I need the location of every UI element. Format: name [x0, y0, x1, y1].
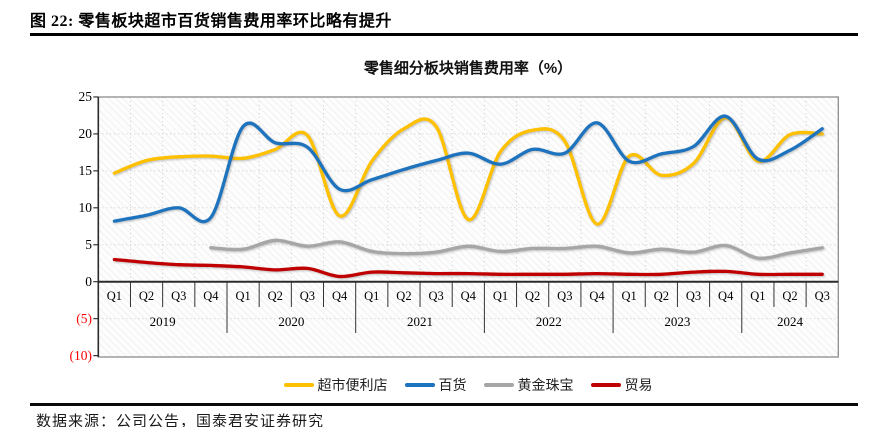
figure-title: 图 22: 零售板块超市百货销售费用率环比略有提升: [30, 13, 392, 30]
legend-line-swatch: [404, 383, 435, 387]
x-axis-quarter-label: Q3: [685, 289, 702, 303]
x-axis-quarter-label: Q1: [750, 289, 766, 303]
series-line-3: [112, 257, 824, 279]
y-axis-label: (10): [69, 348, 93, 364]
x-axis-year-label: 2021: [407, 314, 434, 329]
x-axis-quarter-label: Q1: [621, 289, 637, 303]
y-axis-label: 10: [78, 200, 93, 216]
y-axis-label: 0: [85, 274, 92, 290]
x-axis-quarter-label: Q1: [235, 289, 251, 303]
chart-legend: 超市便利店 百货 黄金珠宝 贸易: [98, 375, 838, 395]
x-axis-quarter-label: Q3: [557, 289, 573, 303]
x-axis-year-label: 2019: [149, 314, 176, 329]
plot-border: [97, 96, 839, 358]
series-line-1: [112, 114, 824, 224]
y-axis-label: 20: [78, 126, 93, 142]
legend-line-swatch: [483, 383, 514, 387]
series-line-2: [209, 238, 824, 260]
x-axis-quarter-label: Q4: [203, 289, 219, 303]
legend-item-2: 黄金珠宝: [483, 375, 574, 395]
data-source-note: 数据来源：公司公告，国泰君安证券研究: [36, 414, 325, 427]
series-line-0: [112, 115, 824, 226]
legend-label: 百货: [438, 377, 467, 393]
x-axis-year-label: 2022: [535, 314, 562, 329]
x-axis-quarter-label: Q1: [106, 289, 123, 303]
y-axis-label: 15: [78, 163, 93, 179]
title-divider: [30, 33, 858, 36]
x-axis-year-label: 2023: [664, 314, 691, 329]
legend-label: 黄金珠宝: [517, 377, 574, 393]
chart-title: 零售细分板块销售费用率（%）: [363, 60, 573, 77]
plot-area-background: [98, 97, 838, 357]
x-axis-quarter-label: Q2: [525, 289, 541, 303]
x-axis-quarter-label: Q2: [267, 289, 283, 303]
y-axis-label: 5: [85, 237, 92, 253]
x-axis-quarter-label: Q3: [171, 289, 187, 303]
x-axis-quarter-label: Q4: [331, 289, 348, 303]
legend-item-3: 贸易: [590, 375, 653, 395]
legend-label: 超市便利店: [317, 377, 388, 393]
legend-label: 贸易: [624, 377, 653, 393]
x-axis-quarter-label: Q4: [589, 289, 605, 303]
x-axis-quarter-label: Q2: [782, 289, 798, 303]
x-axis-quarter-label: Q2: [396, 289, 412, 303]
x-axis-quarter-label: Q4: [718, 289, 734, 303]
x-axis-year-label: 2024: [777, 314, 804, 329]
x-axis-quarter-label: Q1: [364, 289, 380, 303]
x-axis-quarter-label: Q4: [460, 289, 476, 303]
legend-item-0: 超市便利店: [283, 375, 388, 395]
x-axis-quarter-label: Q2: [653, 289, 669, 303]
y-axis-label: (5): [76, 311, 92, 327]
x-axis-quarter-label: Q3: [814, 289, 830, 303]
legend-line-swatch: [590, 383, 621, 387]
x-axis-quarter-label: Q3: [299, 289, 316, 303]
footer-divider: [30, 403, 858, 406]
legend-item-1: 百货: [404, 375, 467, 395]
x-axis-year-label: 2020: [278, 314, 305, 329]
legend-line-swatch: [283, 383, 314, 387]
y-axis-label: 25: [78, 89, 93, 105]
x-axis-quarter-label: Q3: [428, 289, 444, 303]
x-axis-quarter-label: Q1: [492, 289, 509, 303]
x-axis-quarter-label: Q2: [138, 289, 155, 303]
